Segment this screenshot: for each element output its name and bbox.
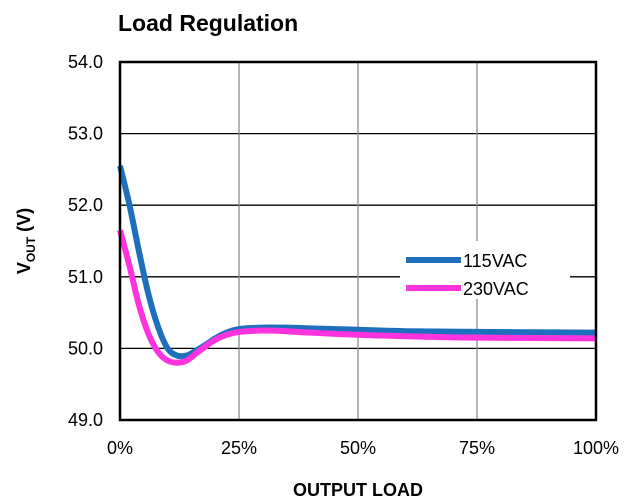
y-axis-label-unit: (V) [14, 208, 34, 237]
y-tick-label: 50.0 [68, 338, 103, 358]
x-tick-label: 100% [573, 438, 619, 458]
y-tick-label: 51.0 [68, 267, 103, 287]
y-tick-labels: 49.0 50.0 51.0 52.0 53.0 54.0 [68, 52, 103, 430]
x-axis-label: OUTPUT LOAD [293, 480, 423, 500]
y-tick-label: 52.0 [68, 195, 103, 215]
chart-title: Load Regulation [118, 10, 298, 36]
x-tick-label: 75% [459, 438, 495, 458]
x-tick-label: 0% [107, 438, 133, 458]
y-tick-label: 54.0 [68, 52, 103, 72]
y-axis-label: VOUT (V) [14, 208, 38, 274]
y-tick-label: 53.0 [68, 124, 103, 144]
legend: 115VAC 230VAC [400, 241, 570, 299]
legend-label-1: 230VAC [463, 279, 529, 299]
y-axis-label-main: V [14, 262, 34, 274]
plot-frame [118, 60, 598, 422]
x-tick-labels: 0% 25% 50% 75% 100% [107, 438, 619, 458]
y-tick-label: 49.0 [68, 410, 103, 430]
y-axis-label-sub: OUT [24, 236, 38, 262]
x-tick-label: 25% [221, 438, 257, 458]
x-tick-label: 50% [340, 438, 376, 458]
legend-label-0: 115VAC [463, 251, 527, 271]
series-line-1 [117, 229, 597, 366]
series-lines [117, 165, 597, 366]
